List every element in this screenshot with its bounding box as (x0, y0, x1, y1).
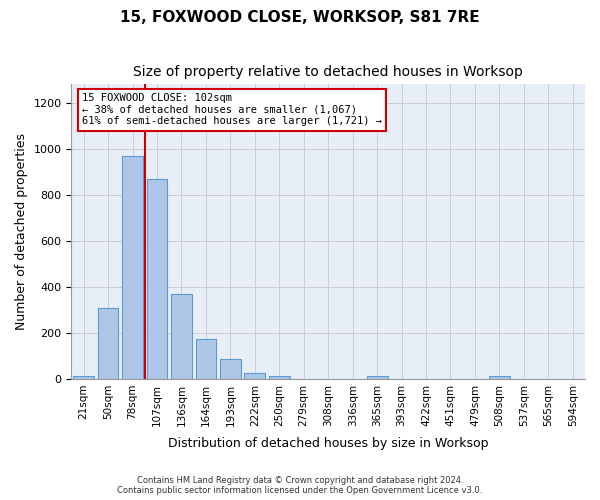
Bar (122, 156, 143, 379)
Bar (367, 376, 388, 379)
Bar (171, 294, 192, 379)
Bar (220, 360, 241, 379)
X-axis label: Distribution of detached houses by size in Worksop: Distribution of detached houses by size … (168, 437, 488, 450)
Bar (269, 376, 290, 379)
Bar (73, 376, 94, 379)
Bar (244, 372, 265, 379)
Y-axis label: Number of detached properties: Number of detached properties (15, 133, 28, 330)
Bar (146, 178, 167, 379)
Bar (489, 376, 510, 379)
Title: Size of property relative to detached houses in Worksop: Size of property relative to detached ho… (133, 65, 523, 79)
Text: 15 FOXWOOD CLOSE: 102sqm
← 38% of detached houses are smaller (1,067)
61% of sem: 15 FOXWOOD CLOSE: 102sqm ← 38% of detach… (82, 93, 382, 126)
Bar (196, 338, 217, 379)
Text: Contains HM Land Registry data © Crown copyright and database right 2024.
Contai: Contains HM Land Registry data © Crown c… (118, 476, 482, 495)
Text: 15, FOXWOOD CLOSE, WORKSOP, S81 7RE: 15, FOXWOOD CLOSE, WORKSOP, S81 7RE (120, 10, 480, 25)
Bar (98, 308, 118, 379)
